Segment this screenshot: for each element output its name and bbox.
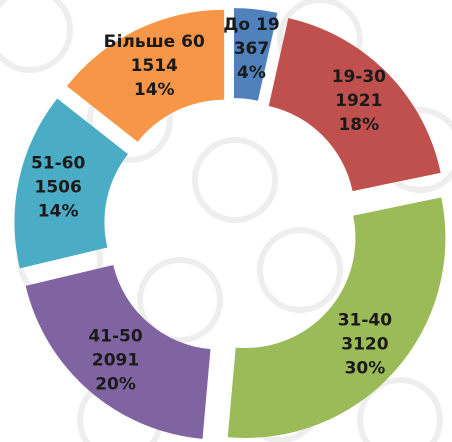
- category-label: 31-40: [338, 310, 393, 330]
- percent-label: 14%: [38, 202, 79, 222]
- percent-label: 4%: [237, 63, 266, 83]
- value-label: 2091: [92, 351, 139, 371]
- value-label: 1921: [335, 91, 382, 111]
- value-label: 367: [234, 39, 270, 59]
- value-label: 1514: [131, 56, 178, 76]
- percent-label: 18%: [338, 115, 379, 135]
- percent-label: 14%: [134, 80, 175, 100]
- value-label: 1506: [34, 178, 81, 198]
- category-label: 51-60: [31, 154, 86, 174]
- category-label: Більше 60: [104, 32, 205, 52]
- percent-label: 20%: [95, 375, 136, 395]
- percent-label: 30%: [345, 358, 386, 378]
- category-label: До 19: [223, 15, 279, 35]
- chart: До 19 367 4% 19-30 1921 18% 31-40 3120 30% 41-50 2…: [0, 0, 452, 442]
- category-label: 41-50: [88, 327, 143, 347]
- donut-segment: [228, 197, 446, 438]
- category-label: 19-30: [332, 67, 387, 87]
- value-label: 3120: [341, 334, 388, 354]
